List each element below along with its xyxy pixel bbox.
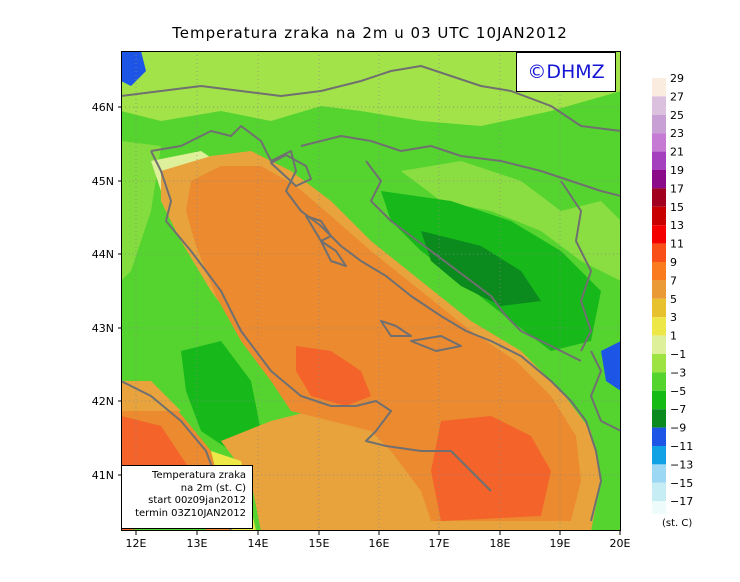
- lat-label-42n: 42N: [92, 395, 114, 408]
- legend-swatch: [652, 206, 666, 226]
- lon-label-16e: 16E: [369, 537, 390, 550]
- info-box: Temperatura zraka na 2m (st. C) start 00…: [121, 465, 253, 529]
- color-legend: 29 27 25 23 21 19 17 15 13 11 9 7 5 3 1 −1 −3 −5 −7 −9 −11 −1…: [652, 74, 693, 514]
- legend-swatch: [652, 280, 666, 299]
- lat-label-41n: 41N: [92, 469, 114, 482]
- legend-label: 3: [670, 311, 677, 324]
- legend-label: −7: [670, 403, 686, 416]
- legend-swatch: [652, 501, 666, 514]
- legend-label: −13: [670, 458, 693, 471]
- legend-label: 13: [670, 219, 684, 232]
- latitude-axis: 46N 45N 44N 43N 42N 41N: [92, 101, 122, 482]
- land-dark-zone: [181, 341, 261, 451]
- lat-label-45n: 45N: [92, 175, 114, 188]
- lon-label-12e: 12E: [126, 537, 147, 550]
- lat-label-46n: 46N: [92, 101, 114, 114]
- legend-label: −9: [670, 422, 686, 435]
- legend-swatch: [652, 354, 666, 373]
- legend-label: −11: [670, 440, 693, 453]
- longitude-axis: 12E 13E 14E 15E 16E 17E 18E 19E 20E: [126, 531, 631, 550]
- legend-swatch: [652, 96, 666, 115]
- legend-label: 19: [670, 164, 684, 177]
- legend-label: 17: [670, 182, 684, 195]
- legend-swatch: [652, 78, 666, 97]
- legend-swatch: [652, 262, 666, 281]
- legend-swatch: [652, 298, 666, 318]
- legend-label: −17: [670, 495, 693, 508]
- land-dark-zone: [601, 341, 621, 391]
- legend-swatch: [652, 114, 666, 134]
- legend-swatch: [652, 446, 666, 465]
- legend-swatch: [652, 390, 666, 410]
- land-light-zone: [401, 161, 621, 281]
- legend-label: 15: [670, 201, 684, 214]
- map-title: Temperatura zraka na 2m u 03 UTC 10JAN20…: [172, 24, 568, 42]
- legend-swatch: [652, 409, 666, 428]
- temperature-map: [121, 51, 621, 531]
- country-borders: [121, 65, 621, 432]
- sea-hot-spot: [431, 416, 551, 521]
- info-line-title: Temperatura zraka: [152, 470, 246, 481]
- lon-label-20e: 20E: [610, 537, 631, 550]
- legend-swatch: [652, 372, 666, 391]
- legend-swatch: [652, 151, 666, 170]
- lon-label-18e: 18E: [490, 537, 511, 550]
- info-line-start: start 00z09jan2012: [148, 495, 246, 506]
- land-dark-zone: [121, 51, 146, 86]
- legend-label: 21: [670, 146, 684, 159]
- legend-label: −15: [670, 477, 693, 490]
- legend-swatch: [652, 427, 666, 446]
- legend-swatch: [652, 170, 666, 189]
- legend-label: 23: [670, 127, 684, 140]
- legend-unit: (st. C): [662, 518, 693, 529]
- lon-label-17e: 17E: [429, 537, 450, 550]
- sea-hot-spot: [296, 346, 371, 406]
- land-light-zone: [121, 141, 161, 281]
- lon-label-19e: 19E: [550, 537, 571, 550]
- legend-label: −3: [670, 366, 686, 379]
- info-line-termin: termin 03Z10JAN2012: [135, 507, 246, 519]
- lat-label-43n: 43N: [92, 322, 114, 335]
- map-frame: [121, 51, 621, 531]
- legend-label: 9: [670, 256, 677, 269]
- lon-label-13e: 13E: [187, 537, 208, 550]
- lon-label-14e: 14E: [248, 537, 269, 550]
- legend-label: 11: [670, 238, 684, 251]
- legend-label: 5: [670, 293, 677, 306]
- legend-swatch: [652, 482, 666, 502]
- grid-lines: [121, 51, 621, 531]
- legend-label: 25: [670, 109, 684, 122]
- legend-swatch: [652, 225, 666, 244]
- legend-swatch: [652, 335, 666, 354]
- legend-swatch: [652, 133, 666, 152]
- legend-label: 1: [670, 330, 677, 343]
- legend-swatch: [652, 464, 666, 483]
- info-line-unit: na 2m (st. C): [180, 482, 246, 494]
- legend-swatch: [652, 188, 666, 207]
- legend-label: 27: [670, 90, 684, 103]
- dhmz-logo: ©DHMZ: [516, 52, 616, 92]
- lat-label-44n: 44N: [92, 248, 114, 261]
- legend-swatch: [652, 317, 666, 336]
- lon-label-15e: 15E: [309, 537, 330, 550]
- legend-label: −1: [670, 348, 686, 361]
- legend-swatch: [652, 243, 666, 262]
- land-deep-zone: [421, 231, 541, 306]
- legend-label: 7: [670, 274, 677, 287]
- legend-label: −5: [670, 385, 686, 398]
- legend-label: 29: [670, 74, 684, 85]
